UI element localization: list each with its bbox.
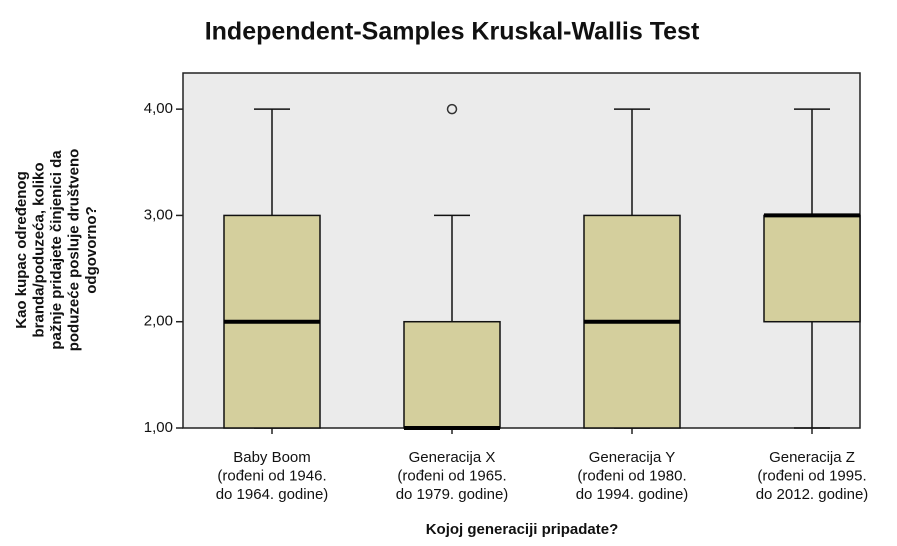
- y-tick-label: 3,00: [144, 206, 173, 223]
- x-tick-label: do 1994. godine): [576, 486, 689, 503]
- x-tick-label: (rođeni od 1965.: [397, 467, 506, 484]
- y-axis-label: Kao kupac određenog branda/poduzeća, koli…: [13, 149, 100, 352]
- box: [763, 214, 861, 323]
- y-axis-label-line: pažnje pridajete činjenici da: [48, 150, 65, 350]
- y-tick-label: 4,00: [144, 100, 173, 117]
- x-tick-label: do 1979. godine): [396, 486, 509, 503]
- y-axis-label-line: poduzeće posluje društveno: [65, 149, 82, 352]
- x-tick-label: Generacija Y: [589, 449, 675, 466]
- x-tick-label: (rođeni od 1995.: [757, 467, 866, 484]
- y-tick-label: 1,00: [144, 419, 173, 436]
- y-axis-label-line: branda/poduzeća, koliko: [30, 162, 47, 337]
- x-tick-label: (rođeni od 1980.: [577, 467, 686, 484]
- box: [403, 320, 501, 429]
- chart-title: Independent-Samples Kruskal-Wallis Test: [205, 18, 700, 46]
- y-axis-label-line: Kao kupac određenog: [13, 171, 30, 329]
- x-tick-label: Baby Boom: [233, 449, 311, 466]
- x-tick-label: Generacija X: [409, 449, 496, 466]
- x-axis-label: Kojoj generaciji pripadate?: [426, 521, 619, 538]
- x-tick-label: Generacija Z: [769, 449, 855, 466]
- x-tick-label: (rođeni od 1946.: [217, 467, 326, 484]
- y-axis-label-line: odgovorno?: [83, 206, 100, 293]
- y-tick-label: 2,00: [144, 313, 173, 330]
- x-tick-label: do 2012. godine): [756, 486, 869, 503]
- outlier: [446, 103, 458, 115]
- x-tick-label: do 1964. godine): [216, 486, 329, 503]
